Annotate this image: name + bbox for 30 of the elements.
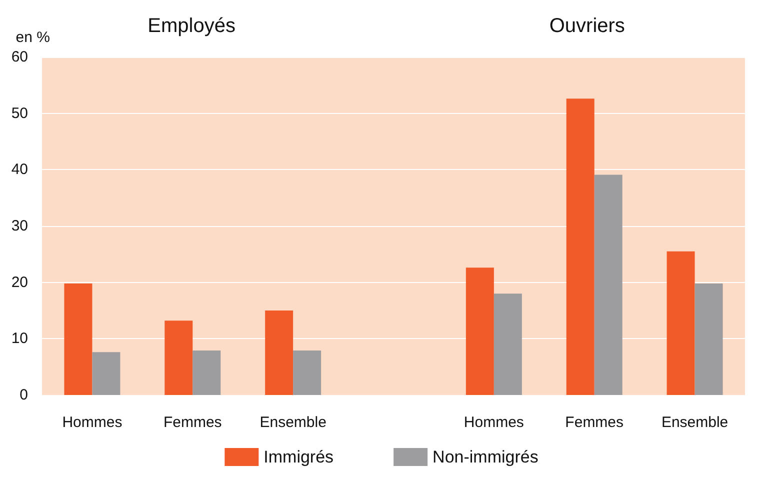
y-tick-label: 20 bbox=[11, 274, 28, 291]
bar bbox=[192, 350, 221, 395]
x-tick-label: Ensemble bbox=[260, 414, 326, 431]
text: Employés bbox=[148, 15, 236, 37]
legend-label: Immigrés bbox=[264, 448, 334, 466]
x-tick-label: Hommes bbox=[464, 414, 524, 431]
text: Ouvriers bbox=[549, 15, 625, 37]
x-tick-label: Hommes bbox=[62, 414, 122, 431]
y-axis-title: en % bbox=[16, 29, 50, 46]
bar bbox=[494, 294, 522, 395]
bar bbox=[466, 268, 494, 395]
y-tick-label: 50 bbox=[11, 104, 28, 122]
y-tick-label: 30 bbox=[11, 218, 28, 234]
bar bbox=[265, 310, 294, 395]
bar bbox=[594, 174, 622, 395]
x-tick-label: Femmes bbox=[565, 414, 624, 431]
bar bbox=[666, 251, 695, 395]
bar bbox=[293, 350, 322, 395]
bar bbox=[92, 352, 120, 395]
x-tick-label: Femmes bbox=[163, 414, 222, 431]
y-tick-label: 60 bbox=[11, 48, 28, 66]
legend-label: Non-immigrés bbox=[432, 448, 538, 466]
bar bbox=[64, 283, 92, 395]
y-tick-label: 10 bbox=[11, 330, 28, 348]
x-tick-label: Ensemble bbox=[661, 414, 728, 431]
y-tick-label: 0 bbox=[20, 386, 28, 404]
bar bbox=[164, 320, 193, 395]
y-tick-label: 40 bbox=[11, 161, 28, 178]
bar bbox=[694, 283, 723, 395]
bar bbox=[566, 98, 594, 395]
